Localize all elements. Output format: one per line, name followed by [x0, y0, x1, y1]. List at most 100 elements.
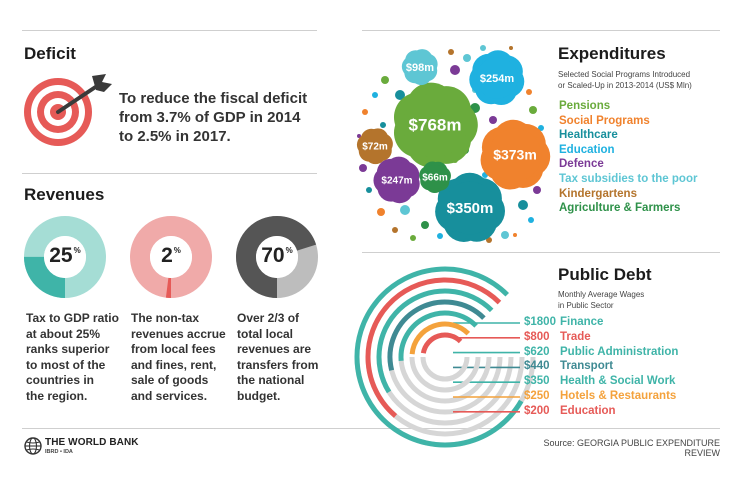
- caption-line: and services.: [131, 388, 208, 403]
- wage-value: $200: [524, 404, 550, 417]
- bubble-tax-subsidies-to-the-poor: [406, 53, 434, 81]
- caption-line: The non-tax: [131, 311, 199, 325]
- decorative-dot: [513, 233, 517, 237]
- subtitle-line: or Scaled-Up in 2013-2014 (US$ Mln): [558, 81, 692, 90]
- caption-line: Over 2/3 of: [237, 311, 300, 325]
- revenue-value-unit: %: [285, 246, 293, 255]
- wage-sector: Public Administration: [560, 345, 679, 358]
- caption-line: revenues accrue: [131, 326, 226, 341]
- wage-value: $800: [524, 330, 550, 343]
- wages-radial-chart: [354, 266, 536, 448]
- caption-line: and fines, rent,: [131, 357, 217, 372]
- donut-fill: [130, 216, 212, 298]
- caption-line: at about 25%: [26, 326, 101, 341]
- expenditures-bubble-chart: $768m $373m $350m $254m $247m $98m $72m $66m: [356, 45, 551, 243]
- revenue-caption-non-tax: The non-tax revenues accrue from local f…: [131, 311, 226, 405]
- deficit-text-line: from 3.7% of GDP in 2014: [119, 109, 301, 126]
- legend-item: Pensions: [559, 100, 611, 112]
- bubble-label: $66m: [422, 173, 448, 184]
- radial-track: [409, 356, 481, 393]
- public-debt-heading: Public Debt: [558, 265, 652, 284]
- wage-value: $620: [524, 345, 550, 358]
- public-debt-subtitle: Monthly Average Wages in Public Sector: [558, 289, 644, 311]
- radial-track: [398, 356, 492, 404]
- expenditures-heading: Expenditures: [558, 44, 666, 63]
- radial-bar: [387, 299, 486, 371]
- legend-item: Defence: [559, 158, 604, 171]
- deficit-heading: Deficit: [24, 44, 76, 63]
- revenue-donut-non-tax: [130, 216, 212, 298]
- revenue-value-number: 2: [161, 244, 173, 267]
- donut-fill: [24, 216, 106, 298]
- expenditures-subtitle: Selected Social Programs Introduced or S…: [558, 69, 692, 91]
- revenue-caption-tax: Tax to GDP ratio at about 25% ranks supe…: [26, 311, 119, 405]
- legend-item: Education: [559, 143, 615, 156]
- legend-item: Agriculture & Farmers: [559, 202, 681, 215]
- decorative-dot: [509, 46, 513, 50]
- deficit-text-line: To reduce the fiscal deficit: [119, 90, 308, 107]
- wage-row: $800 Trade: [524, 331, 591, 343]
- caption-line: the region.: [26, 388, 88, 403]
- radial-bar: [376, 288, 494, 394]
- bubble-label: $254m: [480, 73, 514, 85]
- decorative-dot: [421, 221, 429, 229]
- radial-bar: [354, 266, 524, 448]
- revenue-value-tax: 25%: [23, 244, 107, 268]
- bubble-label: $350m: [447, 200, 494, 217]
- wage-sector: Transport: [560, 360, 614, 373]
- radial-bar: [409, 321, 471, 355]
- bubble-label: $373m: [493, 147, 537, 163]
- bubble-agriculture-farmers: [423, 165, 447, 189]
- radial-bar: [365, 277, 502, 418]
- revenue-value-unit: %: [73, 246, 81, 255]
- globe-icon: [24, 437, 42, 455]
- decorative-dot: [359, 164, 367, 172]
- radial-track: [387, 356, 503, 415]
- wage-row: $440 Transport: [524, 360, 613, 372]
- top-rule-right: [362, 30, 720, 31]
- decorative-dot: [538, 125, 544, 131]
- decorative-dot: [518, 200, 528, 210]
- caption-line: total local: [237, 326, 294, 341]
- wage-sector: Finance: [560, 316, 604, 328]
- wage-row: $620 Public Administration: [524, 346, 678, 358]
- source-note: Source: GEORGIA PUBLIC EXPENDITURE REVIE…: [543, 438, 720, 458]
- wage-sector: Trade: [560, 330, 591, 343]
- decorative-dot: [533, 186, 541, 194]
- bubble-pensions: [403, 93, 467, 157]
- footer-rule: [22, 428, 720, 429]
- caption-line: transfers from: [237, 357, 319, 372]
- mid-rule-left: [22, 173, 317, 174]
- subtitle-line: in Public Sector: [558, 301, 614, 310]
- wage-row: $250 Hotels & Restaurants: [524, 390, 676, 402]
- decorative-dot: [501, 231, 509, 239]
- decorative-dot: [392, 227, 398, 233]
- radial-bar: [398, 310, 478, 362]
- decorative-dot: [463, 54, 471, 62]
- bubble-label: $98m: [406, 62, 434, 74]
- decorative-dot: [489, 116, 497, 124]
- decorative-dot: [448, 49, 454, 55]
- caption-line: countries in: [26, 373, 95, 388]
- revenue-value-transfers: 70%: [235, 244, 319, 268]
- bubble-label: $247m: [381, 176, 412, 187]
- revenue-donut-transfers: [236, 216, 318, 298]
- caption-line: sale of goods: [131, 373, 209, 388]
- bubble-social-programs: [488, 128, 542, 182]
- caption-line: to most of the: [26, 357, 106, 372]
- revenue-value-number: 25: [49, 244, 73, 267]
- revenue-value-non-tax: 2%: [129, 244, 213, 268]
- decorative-dot: [480, 45, 486, 51]
- wage-row: $200 Education: [524, 405, 616, 417]
- subtitle-line: Monthly Average Wages: [558, 290, 645, 299]
- decorative-dot: [528, 217, 534, 223]
- decorative-dot: [362, 109, 368, 115]
- caption-line: revenues are: [237, 342, 312, 357]
- decorative-dot: [380, 122, 386, 128]
- target-arrow-icon: [24, 74, 112, 146]
- decorative-dot: [372, 92, 378, 98]
- legend-item: Social Programs: [559, 114, 650, 127]
- wage-value: $440: [524, 360, 550, 373]
- decorative-dot: [410, 235, 416, 241]
- deficit-text: To reduce the fiscal deficit from 3.7% o…: [119, 89, 307, 146]
